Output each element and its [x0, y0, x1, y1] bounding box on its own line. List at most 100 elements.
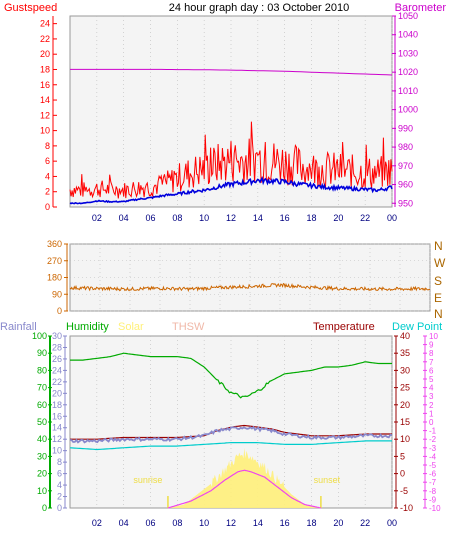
chart-1-x-tick-label: 04 [119, 213, 129, 223]
chart-3-tick-label: 2 [429, 401, 434, 410]
gust-tick-label: 12 [40, 110, 50, 120]
chart-3-tick-label: 5 [429, 375, 434, 384]
chart-3-tick-label: -7 [429, 478, 437, 487]
gust-tick-label: 0 [45, 202, 50, 212]
chart-1-x-tick-label: 00 [387, 213, 397, 223]
baro-tick-label: 1040 [398, 30, 418, 40]
chart-3-tick-label: 0 [429, 418, 434, 427]
series-windspeed [69, 176, 393, 205]
gust-tick-label: 22 [40, 34, 50, 44]
chart-3-tick-label: -5 [400, 486, 408, 496]
chart-3-tick-label: 35 [400, 348, 410, 358]
sunset-label: sunset [314, 475, 341, 485]
chart-1-x-tick-label: 20 [333, 213, 343, 223]
chart-3-tick-label: 12 [52, 434, 62, 444]
chart-1-x-tick-label: 22 [360, 213, 370, 223]
baro-tick-label: 970 [398, 161, 413, 171]
gustspeed-axis-label: Gustspeed [4, 2, 57, 14]
gust-tick-label: 20 [40, 49, 50, 59]
chart-3-tick-label: 14 [52, 423, 62, 433]
chart-3-tick-label: 40 [37, 434, 47, 444]
chart-3-tick-label: -4 [429, 452, 437, 461]
series-humidity [70, 352, 392, 399]
chart-3-tick-label: 2 [57, 492, 62, 502]
sunrise-label: sunrise [133, 475, 162, 485]
direction-tick-label: 90 [52, 289, 62, 299]
chart-3-tick-label: 15 [400, 417, 410, 427]
gust-tick-label: 2 [45, 187, 50, 197]
chart-3-tick-label: 28 [52, 342, 62, 352]
baro-tick-label: 1010 [398, 86, 418, 96]
chart-3-tick-label: 10 [400, 434, 410, 444]
chart-1-x-tick-label: 12 [226, 213, 236, 223]
barometer-axis-label: Barometer [395, 2, 447, 14]
compass-label: W [434, 256, 446, 270]
chart-3-tick-label: 4 [429, 384, 434, 393]
baro-tick-label: 1050 [398, 11, 418, 21]
direction-tick-label: 360 [47, 239, 62, 249]
chart-3-tick-label: 24 [52, 365, 62, 375]
chart-title: 24 hour graph day : 03 October 2010 [169, 2, 349, 14]
chart-3-tick-label: 22 [52, 377, 62, 387]
chart-3-tick-label: 70 [37, 383, 47, 393]
chart-3-tick-label: 6 [57, 469, 62, 479]
direction-tick-label: 270 [47, 256, 62, 266]
chart-3-tick-label: 20 [400, 400, 410, 410]
chart-3-tick-label: -2 [429, 435, 437, 444]
chart-3-x-tick-label: 06 [145, 518, 155, 528]
chart-3-tick-label: 10 [37, 486, 47, 496]
gust-tick-label: 8 [45, 141, 50, 151]
chart-3-tick-label: 3 [429, 392, 434, 401]
chart-3-tick-label: -1 [429, 427, 437, 436]
series-thsw [69, 425, 393, 444]
chart-1-x-tick-label: 06 [145, 213, 155, 223]
chart-3-tick-label: 30 [52, 331, 62, 341]
chart-3-tick-label: -10 [429, 504, 441, 513]
chart-3-tick-label: 60 [37, 400, 47, 410]
chart-3-tick-label: 18 [52, 400, 62, 410]
legend-thsw: THSW [172, 321, 205, 333]
baro-tick-label: 1000 [398, 105, 418, 115]
gust-tick-label: 14 [40, 95, 50, 105]
chart-3-tick-label: 16 [52, 411, 62, 421]
chart-3-tick-label: 10 [52, 446, 62, 456]
chart-3-tick-label: -6 [429, 470, 437, 479]
series-gustspeed [69, 121, 393, 199]
legend-rainfall: Rainfall [0, 321, 37, 333]
chart-3-tick-label: 0 [57, 503, 62, 513]
chart-3-tick-label: 100 [32, 331, 47, 341]
compass-label: N [434, 307, 443, 321]
baro-tick-label: 1030 [398, 48, 418, 58]
chart-3-x-tick-label: 18 [306, 518, 316, 528]
chart-3-tick-label: -3 [429, 444, 437, 453]
chart-3-tick-label: 0 [400, 469, 405, 479]
legend-dewpoint: Dew Point [392, 321, 442, 333]
baro-tick-label: 1020 [398, 67, 418, 77]
chart-3-tick-label: 10 [429, 332, 438, 341]
gust-tick-label: 4 [45, 171, 50, 181]
legend-humidity: Humidity [66, 321, 109, 333]
chart-3-x-tick-label: 10 [199, 518, 209, 528]
chart-3-x-tick-label: 12 [226, 518, 236, 528]
chart-3-tick-label: 7 [429, 358, 434, 367]
chart-1-x-tick-label: 14 [253, 213, 263, 223]
chart-1-x-tick-label: 02 [92, 213, 102, 223]
legend-temperature: Temperature [313, 321, 375, 333]
chart-3-x-tick-label: 16 [280, 518, 290, 528]
compass-label: N [434, 239, 443, 253]
chart-3-tick-label: 50 [37, 417, 47, 427]
chart-3-tick-label: 0 [42, 503, 47, 513]
series-barometer [70, 68, 393, 76]
baro-tick-label: 950 [398, 198, 413, 208]
chart-3-x-tick-label: 14 [253, 518, 263, 528]
chart-3-x-tick-label: 08 [172, 518, 182, 528]
chart-3-x-tick-label: 04 [119, 518, 129, 528]
gust-tick-label: 10 [40, 126, 50, 136]
chart-3-tick-label: 90 [37, 348, 47, 358]
chart-3-tick-label: -10 [400, 503, 413, 513]
chart-3-tick-label: -8 [429, 487, 437, 496]
chart-3-x-tick-label: 02 [92, 518, 102, 528]
series-wind-direction [69, 282, 431, 293]
chart-3-tick-label: 8 [57, 457, 62, 467]
